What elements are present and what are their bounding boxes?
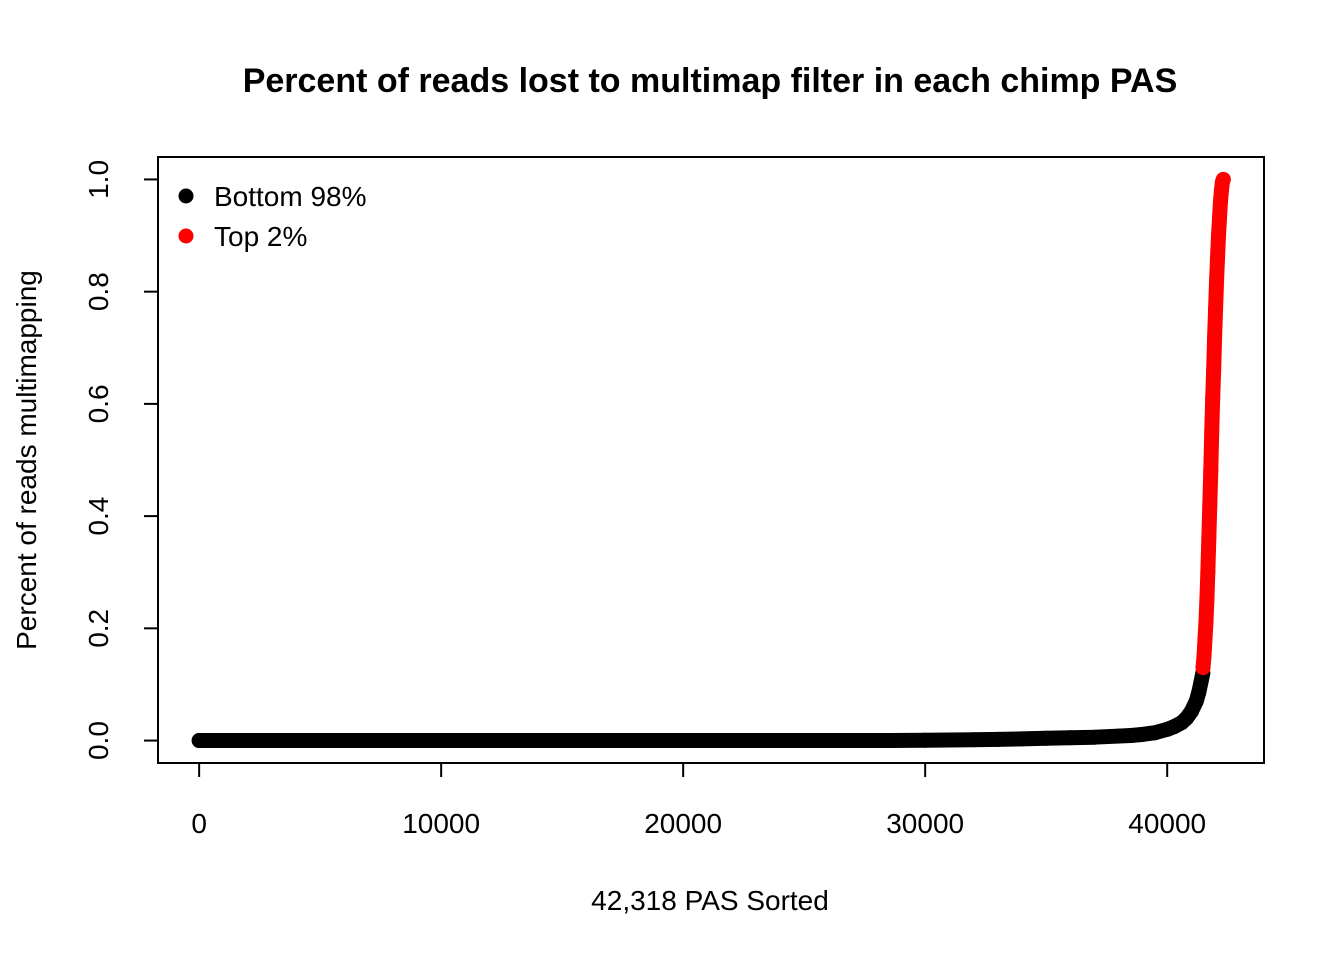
data-point: [1210, 250, 1226, 266]
data-point: [1202, 497, 1218, 513]
series-1: [1195, 171, 1231, 676]
data-point: [1038, 730, 1054, 746]
data-point: [1111, 728, 1127, 744]
data-point: [1200, 564, 1216, 580]
x-tick-label: 20000: [644, 808, 722, 839]
data-point: [433, 733, 449, 749]
y-tick-label: 0.0: [83, 721, 114, 760]
data-point: [1191, 685, 1207, 701]
data-point: [1211, 211, 1227, 227]
data-point: [1087, 729, 1103, 745]
data-point: [1212, 194, 1228, 210]
data-point: [1198, 615, 1214, 631]
x-tick-label: 30000: [886, 808, 964, 839]
y-tick-label: 0.4: [83, 497, 114, 536]
legend: Bottom 98% Top 2%: [178, 181, 367, 252]
data-point: [1208, 301, 1224, 316]
data-point: [554, 733, 570, 749]
y-axis: 0.0 0.2 0.4 0.6 0.8 1.0: [83, 160, 159, 760]
x-tick-label: 40000: [1128, 808, 1206, 839]
data-point: [990, 731, 1006, 747]
data-point: [966, 732, 982, 748]
data-point: [1062, 730, 1078, 746]
data-point: [1209, 272, 1225, 288]
data-point: [312, 733, 328, 749]
x-axis-label: 42,318 PAS Sorted: [591, 885, 829, 916]
data-point: [240, 733, 256, 749]
plot-frame: [157, 156, 1265, 764]
plot-area: [191, 171, 1231, 749]
x-tick-label: 10000: [402, 808, 480, 839]
data-point: [1197, 632, 1213, 648]
data-point: [1196, 648, 1212, 664]
y-axis-label: Percent of reads multimapping: [11, 270, 42, 650]
data-point: [1201, 531, 1217, 547]
y-tick-label: 0.2: [83, 609, 114, 648]
x-axis: 0 10000 20000 30000 40000: [191, 762, 1206, 839]
data-point: [1199, 592, 1215, 608]
data-point: [1207, 329, 1223, 345]
data-point: [917, 732, 933, 748]
data-point: [1195, 660, 1211, 676]
data-point: [675, 733, 691, 749]
data-point: [1215, 171, 1231, 187]
data-point: [1135, 726, 1151, 742]
data-point: [869, 733, 885, 749]
data-point: [1204, 424, 1220, 440]
series-0: [191, 665, 1211, 749]
legend-marker: [178, 188, 194, 204]
data-point: [1205, 390, 1221, 406]
legend-label: Top 2%: [214, 221, 307, 252]
y-tick-label: 0.6: [83, 384, 114, 423]
data-point: [191, 733, 207, 749]
y-tick-label: 0.8: [83, 272, 114, 311]
series-line: [1195, 171, 1231, 676]
data-point: [1014, 731, 1030, 747]
data-point: [1123, 728, 1139, 744]
data-point: [1203, 463, 1219, 479]
series-line: [191, 665, 1211, 749]
legend-label: Bottom 98%: [214, 181, 367, 212]
data-point: [796, 733, 812, 749]
data-point: [1206, 362, 1222, 378]
data-point: [941, 732, 957, 748]
y-tick-label: 1.0: [83, 160, 114, 199]
data-point: [1211, 228, 1226, 244]
x-tick-label: 0: [191, 808, 207, 839]
data-point: [1147, 725, 1163, 741]
chart-title: Percent of reads lost to multimap filter…: [243, 62, 1178, 100]
legend-marker: [178, 228, 194, 244]
